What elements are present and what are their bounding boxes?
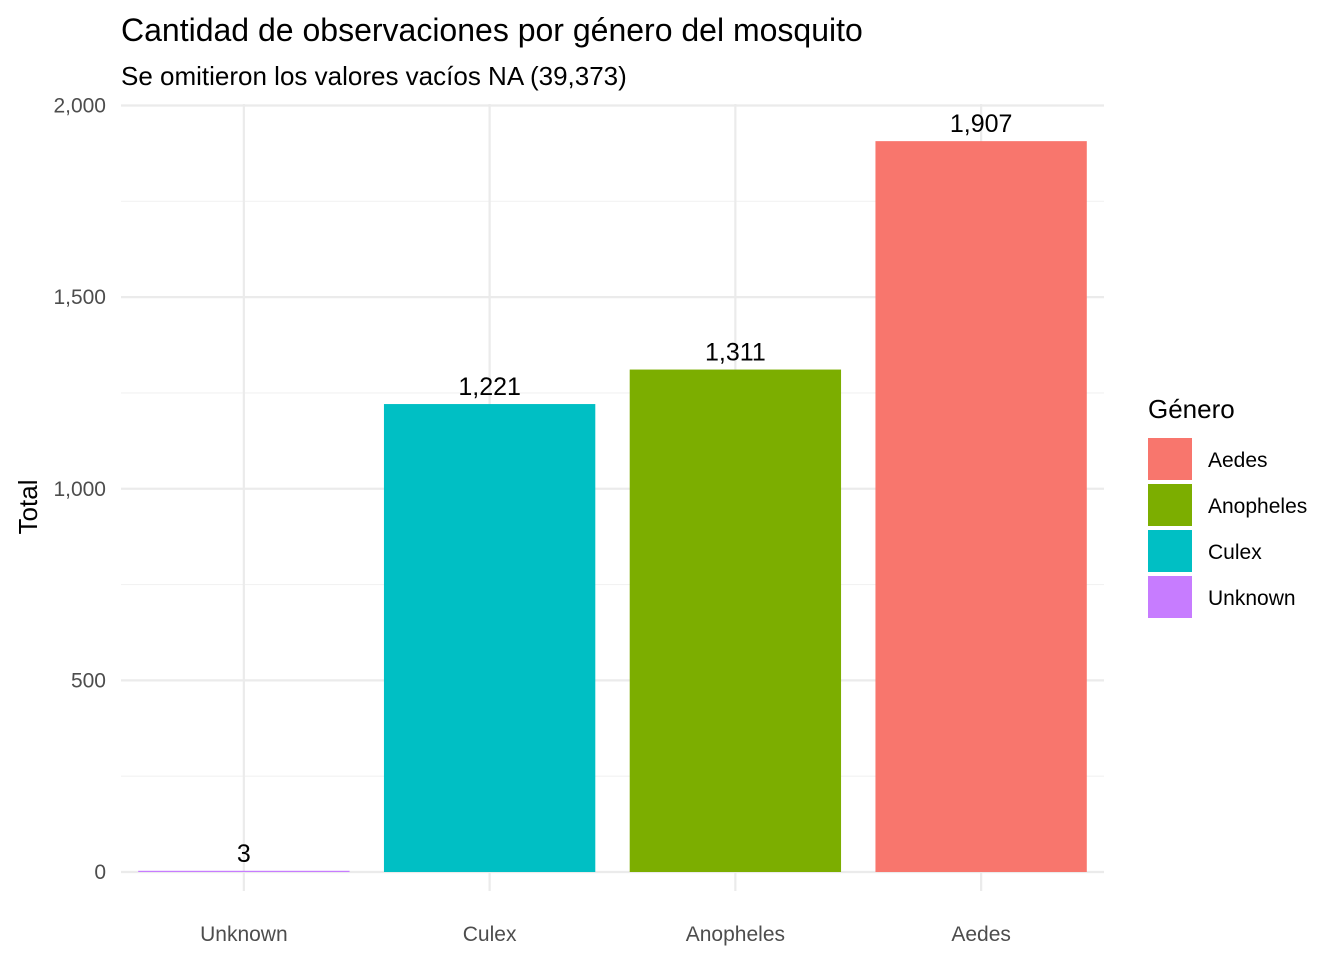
y-tick-label: 1,000 (53, 478, 106, 501)
legend-swatch-culex (1148, 530, 1192, 572)
value-label-culex: 1,221 (458, 373, 521, 401)
y-axis-ticks: 0 500 1,000 1,500 2,000 (53, 95, 106, 885)
bar-aedes (875, 141, 1087, 873)
plot-area: 3 1,221 1,311 1,907 (121, 104, 1104, 891)
value-label-aedes: 1,907 (950, 110, 1013, 138)
value-labels: 3 1,221 1,311 1,907 (237, 110, 1012, 868)
bars (138, 141, 1087, 873)
y-tick-label: 1,500 (53, 286, 106, 309)
legend-title: Género (1148, 394, 1235, 424)
x-tick-label: Unknown (200, 923, 288, 946)
y-axis-title: Total (13, 480, 43, 535)
legend-label-anopheles: Anopheles (1208, 495, 1307, 518)
value-label-unknown: 3 (237, 840, 251, 868)
legend-swatch-anopheles (1148, 484, 1192, 526)
y-tick-label: 500 (71, 669, 106, 692)
legend-swatch-unknown (1148, 576, 1192, 618)
legend: Género Aedes Anopheles Culex Unknown (1148, 394, 1307, 618)
bar-culex (383, 404, 596, 872)
x-axis-ticks: Unknown Culex Anopheles Aedes (200, 923, 1011, 946)
y-tick-label: 2,000 (53, 95, 106, 118)
value-label-anopheles: 1,311 (705, 339, 766, 367)
chart-subtitle: Se omitieron los valores vacíos NA (39,3… (121, 61, 627, 91)
legend-label-aedes: Aedes (1208, 449, 1268, 472)
bar-unknown (138, 870, 350, 872)
legend-swatch-aedes (1148, 438, 1192, 480)
legend-label-culex: Culex (1208, 541, 1262, 564)
x-tick-label: Culex (463, 923, 517, 946)
legend-label-unknown: Unknown (1208, 587, 1296, 610)
legend-entries: Aedes Anopheles Culex Unknown (1148, 438, 1307, 618)
x-tick-label: Anopheles (686, 923, 785, 946)
x-tick-label: Aedes (951, 923, 1011, 946)
y-tick-label: 0 (94, 861, 106, 884)
bar-anopheles (629, 369, 842, 872)
chart-title: Cantidad de observaciones por género del… (121, 12, 863, 48)
